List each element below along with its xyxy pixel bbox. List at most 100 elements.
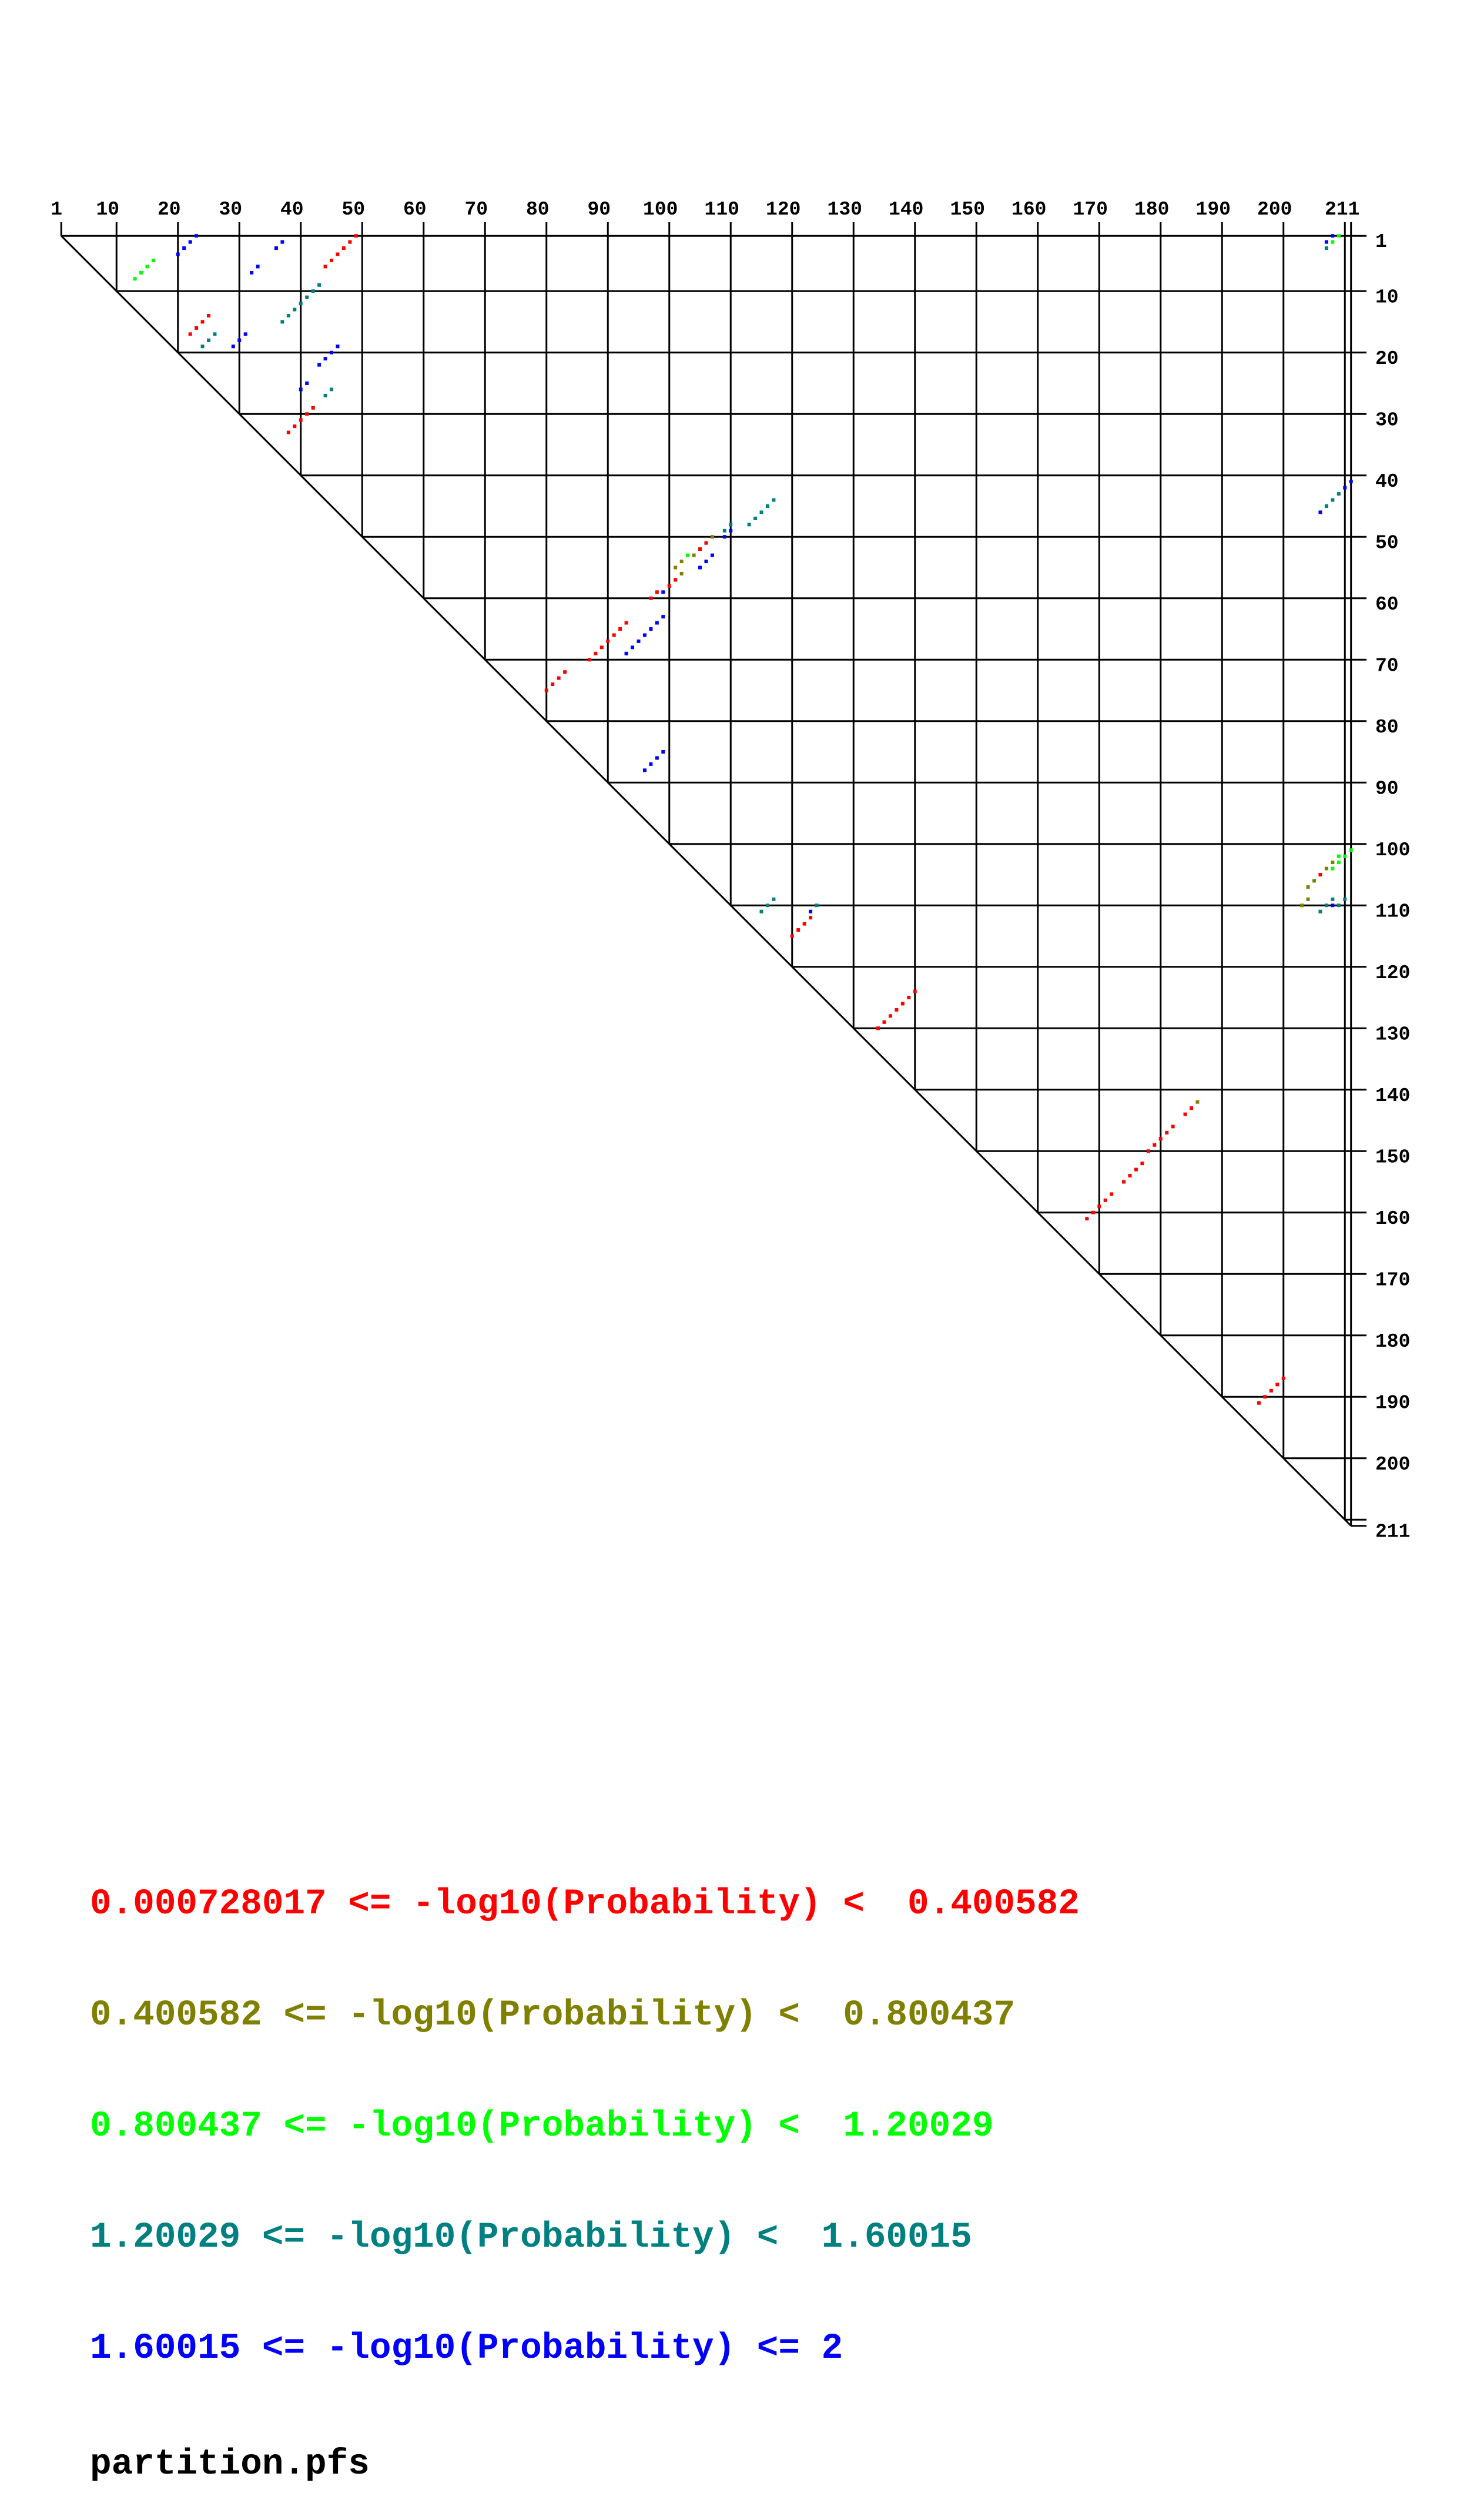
dot-bin-5 xyxy=(642,768,647,772)
top-tick-label: 110 xyxy=(705,199,739,220)
dot-bin-4 xyxy=(207,338,210,342)
top-tick-label: 100 xyxy=(643,199,678,220)
dot-bin-4 xyxy=(1337,492,1341,496)
dot-bin-1 xyxy=(341,246,346,250)
dot-bin-1 xyxy=(1171,1125,1175,1129)
dot-bin-1 xyxy=(200,320,205,324)
dot-bin-5 xyxy=(642,633,647,637)
dot-bin-1 xyxy=(330,259,333,262)
dot-bin-4 xyxy=(815,903,819,908)
dot-bin-5 xyxy=(655,756,659,760)
right-tick-label: 50 xyxy=(1375,532,1399,554)
dot-bin-3 xyxy=(1331,240,1335,244)
right-tick-label: 200 xyxy=(1375,1454,1410,1475)
dots xyxy=(133,234,1353,1405)
right-tick-label: 110 xyxy=(1375,901,1410,922)
dot-bin-1 xyxy=(323,265,327,269)
dot-bin-4 xyxy=(213,332,217,336)
dot-bin-3 xyxy=(1337,861,1341,865)
legend-entry-bin-1: 0.000728017 <= -log10(Probability) < 0.4… xyxy=(90,1884,1080,1925)
legend-entry-bin-4: 1.20029 <= -log10(Probability) < 1.60015 xyxy=(90,2217,972,2258)
legend-entry-bin-5: 1.60015 <= -log10(Probability) <= 2 xyxy=(90,2328,843,2369)
dot-bin-5 xyxy=(704,560,708,564)
dot-bin-1 xyxy=(895,1008,899,1012)
top-tick-label: 40 xyxy=(280,199,304,220)
dot-bin-2 xyxy=(679,571,684,575)
top-tick-label: 130 xyxy=(828,199,862,220)
dot-bin-1 xyxy=(655,590,659,594)
dot-bin-1 xyxy=(907,996,911,999)
right-tick-label: 70 xyxy=(1375,655,1399,677)
dot-bin-1 xyxy=(1281,1376,1285,1380)
right-tick-label: 1 xyxy=(1375,231,1387,253)
dot-bin-4 xyxy=(759,909,763,913)
dot-bin-1 xyxy=(1097,1204,1101,1209)
dot-bin-5 xyxy=(729,528,733,533)
right-tick-label: 120 xyxy=(1375,962,1410,984)
dot-bin-4 xyxy=(729,523,733,527)
dot-bin-2 xyxy=(1300,903,1304,908)
dot-bin-2 xyxy=(1306,885,1310,889)
dot-bin-4 xyxy=(765,504,769,508)
dot-bin-3 xyxy=(1349,848,1353,852)
dot-bin-5 xyxy=(1331,903,1335,908)
dot-bin-4 xyxy=(1324,504,1328,508)
dot-bin-5 xyxy=(256,265,260,269)
dot-bin-3 xyxy=(1331,866,1335,871)
right-tick-label: 90 xyxy=(1375,778,1399,799)
dot-bin-5 xyxy=(231,344,235,349)
dot-bin-5 xyxy=(323,357,327,361)
dot-bin-1 xyxy=(802,922,806,926)
dot-bin-5 xyxy=(250,270,254,275)
dot-bin-1 xyxy=(557,676,561,680)
dot-bin-1 xyxy=(1110,1192,1114,1196)
dot-bin-1 xyxy=(674,578,678,582)
dot-bin-4 xyxy=(1337,903,1341,908)
dot-bin-1 xyxy=(796,928,800,932)
dot-bin-5 xyxy=(1343,486,1347,490)
dot-bin-5 xyxy=(661,590,665,594)
right-tick-label: 30 xyxy=(1375,409,1399,431)
dot-bin-5 xyxy=(1318,510,1322,514)
dot-bin-3 xyxy=(1337,234,1341,238)
dot-bin-1 xyxy=(1146,1149,1150,1153)
right-tick-label: 130 xyxy=(1375,1023,1410,1045)
dot-bin-1 xyxy=(606,639,610,643)
dot-bin-3 xyxy=(145,265,149,269)
dot-bin-1 xyxy=(704,541,708,545)
dot-bin-5 xyxy=(237,338,242,342)
dot-bin-1 xyxy=(809,916,813,920)
top-tick-label: 20 xyxy=(158,199,181,220)
dot-bin-5 xyxy=(1324,240,1328,244)
top-tick-label: 140 xyxy=(889,199,923,220)
top-tick-label: 160 xyxy=(1011,199,1046,220)
dot-bin-1 xyxy=(1103,1198,1107,1202)
dot-bin-4 xyxy=(317,283,321,287)
top-tick-label: 190 xyxy=(1196,199,1231,220)
dot-bin-5 xyxy=(624,651,628,655)
dot-bin-1 xyxy=(1085,1217,1089,1221)
dot-bin-3 xyxy=(151,259,155,262)
dot-bin-5 xyxy=(637,639,641,643)
dot-bin-5 xyxy=(336,344,340,349)
dot-bin-4 xyxy=(772,498,776,502)
dot-bin-4 xyxy=(305,295,309,299)
dot-bin-1 xyxy=(1275,1383,1280,1387)
dot-bin-5 xyxy=(243,332,247,336)
dot-bin-1 xyxy=(286,430,290,434)
right-tick-label: 100 xyxy=(1375,839,1410,861)
dot-bin-4 xyxy=(1343,897,1347,901)
dot-bin-1 xyxy=(1153,1143,1157,1147)
dot-bin-1 xyxy=(293,424,297,429)
dot-bin-2 xyxy=(1195,1100,1200,1104)
dot-bin-5 xyxy=(280,240,284,244)
file-name: partition.pfs xyxy=(90,2444,370,2485)
dot-bin-2 xyxy=(1324,866,1328,871)
dot-bin-5 xyxy=(661,615,665,619)
dot-bin-1 xyxy=(305,412,309,416)
top-tick-label: 150 xyxy=(950,199,985,220)
dot-bin-1 xyxy=(1318,873,1322,876)
dot-bin-2 xyxy=(692,553,696,557)
dot-bin-5 xyxy=(195,234,199,238)
dot-bin-5 xyxy=(649,762,653,766)
